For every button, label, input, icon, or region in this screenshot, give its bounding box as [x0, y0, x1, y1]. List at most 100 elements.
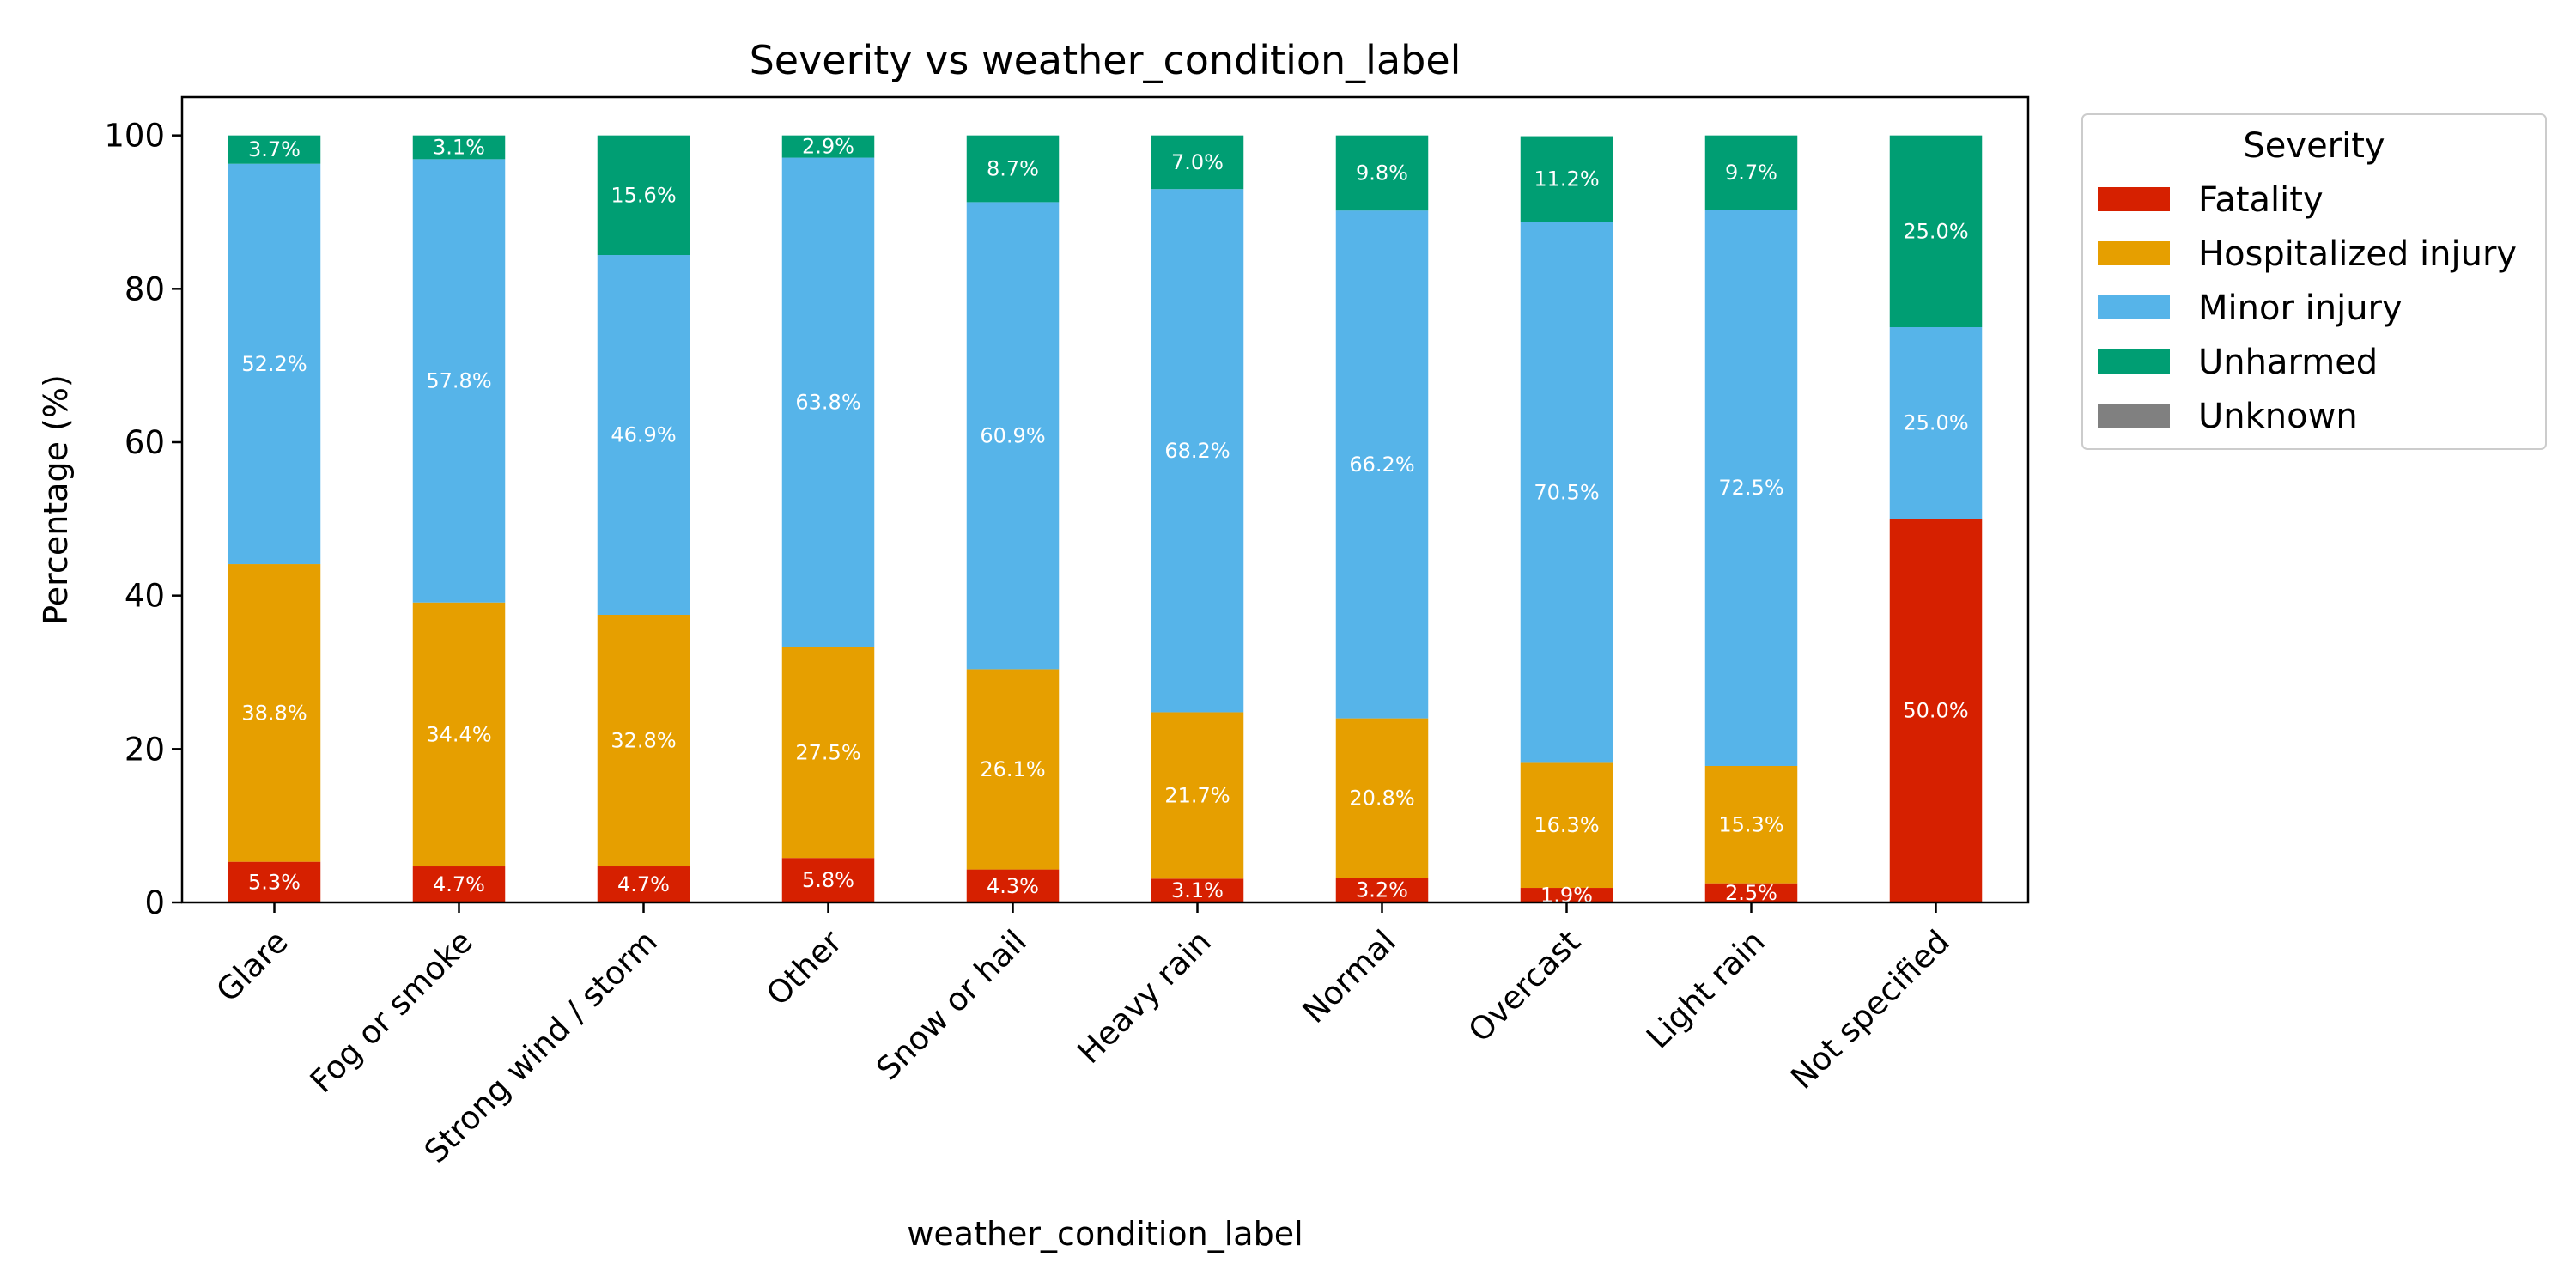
bar-segment [1151, 189, 1244, 713]
bar-segment [1335, 718, 1429, 878]
y-tick-label: 0 [144, 884, 165, 921]
bar-segment [228, 861, 321, 902]
x-axis-label: weather_condition_label [907, 1215, 1303, 1253]
bar-data-label: 50.0% [1903, 699, 1968, 723]
y-tick-label: 80 [125, 270, 165, 307]
bar-data-label: 66.2% [1349, 453, 1414, 477]
bar-data-label: 8.7% [987, 157, 1039, 181]
bar-segment [1889, 519, 1983, 902]
bar-data-label: 52.2% [241, 352, 307, 376]
legend-swatch [2098, 404, 2170, 428]
bar-segment [1520, 136, 1613, 222]
bar-data-label: 25.0% [1903, 219, 1968, 243]
plot-frame [180, 95, 2030, 904]
bar-segment [1520, 888, 1613, 902]
legend-entry-label: Minor injury [2198, 289, 2403, 328]
bar-data-label: 25.0% [1903, 411, 1968, 435]
bar-data-label: 63.8% [795, 391, 860, 415]
bar-segment [1704, 210, 1798, 766]
legend: Severity Fatality Hospitalized injury Mino… [2081, 113, 2547, 450]
bars-layer [228, 135, 1983, 902]
legend-frame [2081, 113, 2547, 450]
bar-segment [1520, 222, 1613, 763]
legend-title: Severity [2243, 126, 2385, 166]
bar-segment [412, 159, 506, 603]
bar-segment [966, 669, 1060, 870]
y-tick-label: 20 [125, 731, 165, 768]
legend-entry-label: Unharmed [2198, 343, 2378, 382]
y-axis: 0 20 40 60 80 100 [104, 118, 182, 921]
legend-swatch [2098, 187, 2170, 211]
bar-data-label: 9.8% [1356, 161, 1408, 185]
y-tick-label: 60 [125, 424, 165, 461]
bar-segment [966, 869, 1060, 902]
bar-data-label: 72.5% [1718, 476, 1783, 500]
bar-segment [228, 135, 321, 164]
bar-segment [966, 135, 1060, 203]
bar-data-label: 16.3% [1534, 813, 1599, 837]
bar-segment [1520, 762, 1613, 889]
bar-data-label: 2.5% [1725, 881, 1777, 905]
bar-data-label: 21.7% [1164, 783, 1230, 807]
bar-segment [1704, 883, 1798, 902]
bar-segment [412, 866, 506, 902]
legend-entry-label: Fatality [2198, 180, 2324, 220]
bar-segment [1889, 135, 1983, 327]
bar-data-label: 3.1% [433, 136, 485, 160]
bar-segment [1889, 327, 1983, 519]
legend-swatch [2098, 295, 2170, 319]
bar-data-label: 38.8% [241, 701, 307, 725]
bar-data-label: 2.9% [802, 135, 854, 159]
bar-segment [597, 866, 690, 902]
bar-segment [1335, 135, 1429, 211]
bar-segment [1704, 765, 1798, 884]
bar-data-label: 7.0% [1171, 150, 1224, 174]
bar-segment [781, 858, 875, 902]
bar-segment [228, 564, 321, 862]
bar-data-label: 46.9% [611, 423, 676, 447]
bar-segment [1335, 878, 1429, 902]
bar-segment [412, 135, 506, 160]
bar-segment [1704, 135, 1798, 210]
bar-segment [597, 615, 690, 867]
bar-data-label: 3.7% [248, 137, 301, 161]
bar-data-label: 5.8% [802, 868, 854, 892]
bar-data-label: 9.7% [1725, 161, 1777, 185]
legend-swatch [2098, 241, 2170, 265]
bar-segment [597, 255, 690, 615]
bar-segment [966, 202, 1060, 670]
bar-data-label: 15.6% [611, 183, 676, 207]
bar-data-label: 5.3% [248, 870, 301, 894]
y-axis-label: Percentage (%) [37, 374, 75, 625]
bar-data-label: 4.7% [617, 872, 670, 896]
bar-segment [781, 157, 875, 647]
chart-title: Severity vs weather_condition_label [750, 37, 1461, 83]
bar-segment [781, 135, 875, 158]
bar-data-label: 4.7% [433, 872, 485, 896]
y-tick-label: 40 [125, 578, 165, 615]
bar-data-label: 57.8% [426, 369, 491, 393]
bar-segment [1151, 712, 1244, 879]
bar-data-label: 3.2% [1356, 878, 1408, 902]
legend-swatch [2098, 349, 2170, 374]
bar-segment [1335, 210, 1429, 719]
bar-data-label: 11.2% [1534, 167, 1599, 191]
bar-data-label: 60.9% [980, 423, 1045, 447]
bar-data-label: 32.8% [611, 729, 676, 753]
bar-segment [1151, 878, 1244, 902]
bar-data-label: 20.8% [1349, 787, 1414, 811]
legend-entry-label: Hospitalized injury [2198, 234, 2517, 274]
bar-segment [597, 135, 690, 256]
legend-entry-label: Unknown [2198, 397, 2358, 436]
bar-data-label: 70.5% [1534, 481, 1599, 505]
bar-data-label: 34.4% [426, 722, 491, 746]
bar-data-label: 68.2% [1164, 439, 1230, 463]
bar-segment [781, 647, 875, 859]
y-tick-label: 100 [104, 118, 165, 155]
bar-segment [412, 602, 506, 867]
bar-segment [228, 163, 321, 565]
bar-data-label: 4.3% [987, 874, 1039, 898]
bar-segment [1151, 135, 1244, 190]
legend-items: Fatality Hospitalized injury Minor injury U… [2098, 180, 2517, 436]
